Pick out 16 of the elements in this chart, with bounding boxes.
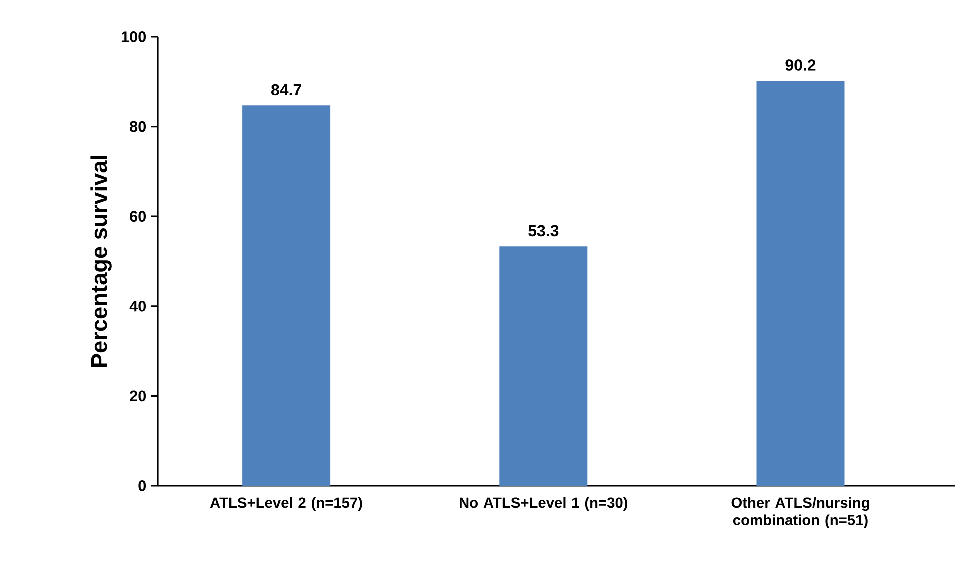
bar (756, 80, 845, 486)
y-tick-label: 40 (130, 300, 146, 312)
bar (500, 246, 588, 486)
data-label: 84.7 (271, 84, 302, 96)
x-tick-label: Other ATLS/nursing combination (n=51) (732, 497, 870, 528)
x-tick-label: ATLS+Level 2 (n=157) (210, 497, 362, 512)
y-tick-label: 80 (130, 121, 146, 132)
data-label: 90.2 (786, 60, 816, 71)
y-axis-title: Percentage survival (90, 156, 112, 368)
y-tick-label: 0 (138, 480, 146, 492)
x-tick-label: No ATLS+Level 1 (n=30) (460, 497, 628, 512)
data-label: 53.3 (528, 225, 559, 237)
y-tick-label: 100 (122, 32, 146, 42)
y-tick-label: 60 (130, 211, 146, 222)
y-tick-label: 20 (130, 390, 146, 402)
bar (242, 106, 331, 486)
